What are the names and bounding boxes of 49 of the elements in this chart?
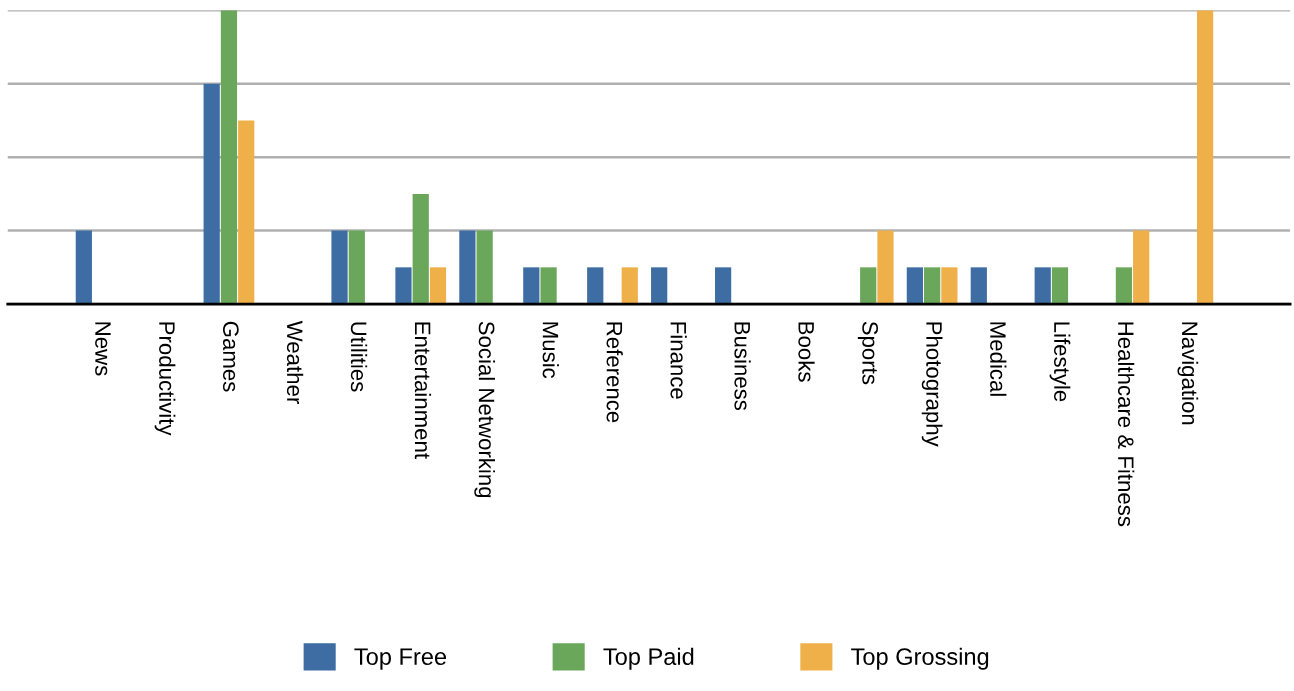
bar [429, 267, 447, 305]
x-tick-label: Medical [990, 322, 1007, 396]
bar [331, 230, 348, 305]
bar [860, 267, 877, 305]
bar [220, 10, 238, 305]
bar [970, 267, 987, 305]
bar [1051, 267, 1069, 305]
x-tick-label: Navigation [1177, 322, 1199, 425]
bar [459, 230, 476, 305]
x-tick-label: Reference [606, 322, 623, 423]
bar [476, 230, 493, 305]
bar [1115, 267, 1133, 305]
x-tick-label: Weather [286, 320, 304, 404]
bar [651, 267, 668, 305]
x-tick-label: Healthcare & Fitness [1117, 322, 1135, 527]
bar [906, 267, 923, 305]
bar [924, 267, 941, 305]
x-tick-label: Entertainment [414, 322, 432, 459]
bar [348, 230, 365, 305]
legend-label: Top Free [354, 648, 447, 670]
bar [412, 193, 429, 305]
bar [75, 230, 92, 305]
legend-label: Top Grossing [851, 647, 989, 670]
x-tick-label: Finance [670, 322, 687, 399]
bar [1196, 10, 1214, 305]
bar [621, 267, 638, 305]
bar [941, 267, 958, 305]
x-tick-label: Books [798, 322, 815, 382]
bar [1034, 267, 1051, 305]
x-tick-label: Music [542, 322, 559, 379]
bar [540, 267, 557, 305]
bar [587, 267, 604, 305]
x-tick-label: Photography [921, 322, 943, 447]
x-tick-label: Business [734, 322, 751, 411]
x-tick-label: Productivity [154, 322, 176, 436]
bar [523, 267, 540, 305]
bar [877, 230, 894, 305]
bar [203, 83, 220, 305]
bar [714, 267, 732, 305]
x-tick-label: Utilities [350, 322, 368, 392]
legend-label: Top Paid [603, 647, 694, 670]
x-tick-label: Games [222, 321, 239, 392]
bar [1133, 230, 1150, 305]
x-tick-label: Social Networking [474, 321, 496, 498]
bar [238, 120, 255, 305]
x-tick-label: Lifestyle [1049, 322, 1071, 402]
x-tick-label: News [95, 322, 111, 376]
x-tick-label: Sports [857, 321, 878, 385]
bar [395, 267, 412, 305]
